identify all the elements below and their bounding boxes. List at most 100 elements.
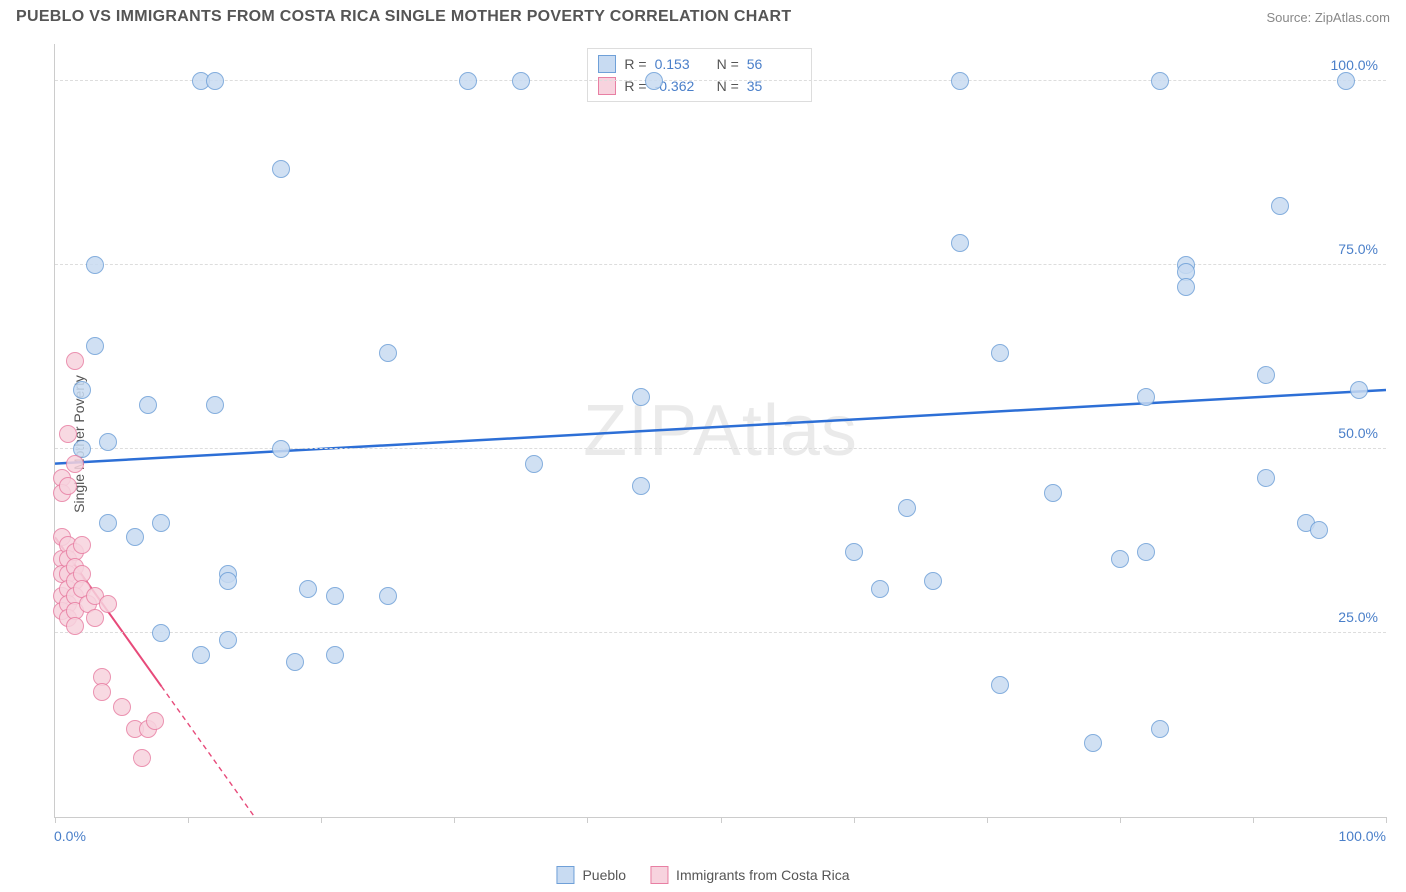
scatter-point (66, 352, 84, 370)
legend-item: Immigrants from Costa Rica (650, 866, 849, 884)
scatter-point (525, 455, 543, 473)
scatter-point (133, 749, 151, 767)
scatter-point (99, 595, 117, 613)
scatter-point (59, 477, 77, 495)
scatter-point (139, 396, 157, 414)
scatter-point (152, 624, 170, 642)
scatter-point (1111, 550, 1129, 568)
scatter-point (219, 572, 237, 590)
x-tick (854, 817, 855, 823)
scatter-point (93, 683, 111, 701)
scatter-point (286, 653, 304, 671)
chart-area: Single Mother Poverty ZIPAtlas R =0.153N… (16, 36, 1390, 852)
scatter-point (1137, 388, 1155, 406)
scatter-point (299, 580, 317, 598)
scatter-point (1257, 469, 1275, 487)
scatter-point (991, 344, 1009, 362)
scatter-point (645, 72, 663, 90)
scatter-point (951, 234, 969, 252)
scatter-point (1271, 197, 1289, 215)
r-label: R = (624, 56, 646, 72)
x-tick (721, 817, 722, 823)
scatter-point (86, 337, 104, 355)
scatter-point (1177, 278, 1195, 296)
scatter-point (512, 72, 530, 90)
scatter-point (1044, 484, 1062, 502)
y-tick-label: 100.0% (1329, 57, 1380, 73)
scatter-point (66, 617, 84, 635)
scatter-point (1084, 734, 1102, 752)
watermark: ZIPAtlas (583, 390, 858, 472)
source-attribution: Source: ZipAtlas.com (1266, 10, 1390, 25)
x-tick (987, 817, 988, 823)
legend-swatch (556, 866, 574, 884)
chart-header: PUEBLO VS IMMIGRANTS FROM COSTA RICA SIN… (0, 0, 1406, 30)
regression-lines (55, 44, 1386, 817)
legend-label: Immigrants from Costa Rica (676, 867, 849, 883)
plot-area: ZIPAtlas R =0.153N =56R =-0.362N =35 25.… (54, 44, 1386, 818)
gridline-h (55, 448, 1386, 449)
scatter-point (1137, 543, 1155, 561)
source-prefix: Source: (1266, 10, 1314, 25)
x-tick (1120, 817, 1121, 823)
x-axis-max-label: 100.0% (1339, 828, 1386, 844)
scatter-point (1310, 521, 1328, 539)
scatter-point (59, 425, 77, 443)
scatter-point (99, 514, 117, 532)
scatter-point (1151, 720, 1169, 738)
x-tick (188, 817, 189, 823)
legend-swatch (650, 866, 668, 884)
legend-label: Pueblo (582, 867, 626, 883)
x-tick (1386, 817, 1387, 823)
scatter-point (951, 72, 969, 90)
scatter-point (632, 388, 650, 406)
scatter-point (991, 676, 1009, 694)
scatter-point (73, 536, 91, 554)
x-tick (321, 817, 322, 823)
scatter-point (924, 572, 942, 590)
scatter-point (219, 631, 237, 649)
scatter-point (326, 587, 344, 605)
y-tick-label: 50.0% (1336, 425, 1380, 441)
x-tick (1253, 817, 1254, 823)
scatter-point (326, 646, 344, 664)
stats-legend: R =0.153N =56R =-0.362N =35 (587, 48, 811, 102)
source-name: ZipAtlas.com (1315, 10, 1390, 25)
r-value: 0.153 (655, 56, 709, 72)
gridline-h (55, 632, 1386, 633)
scatter-point (1151, 72, 1169, 90)
scatter-point (272, 160, 290, 178)
scatter-point (272, 440, 290, 458)
scatter-point (113, 698, 131, 716)
stats-legend-row: R =-0.362N =35 (598, 75, 800, 97)
scatter-point (871, 580, 889, 598)
scatter-point (206, 396, 224, 414)
scatter-point (1257, 366, 1275, 384)
scatter-point (99, 433, 117, 451)
scatter-point (206, 72, 224, 90)
x-tick (587, 817, 588, 823)
scatter-point (1337, 72, 1355, 90)
scatter-point (73, 381, 91, 399)
stats-legend-row: R =0.153N =56 (598, 53, 800, 75)
n-value: 56 (747, 56, 801, 72)
scatter-point (146, 712, 164, 730)
scatter-point (845, 543, 863, 561)
x-tick (454, 817, 455, 823)
scatter-point (66, 455, 84, 473)
gridline-h (55, 80, 1386, 81)
scatter-point (86, 256, 104, 274)
x-tick (55, 817, 56, 823)
scatter-point (632, 477, 650, 495)
scatter-point (152, 514, 170, 532)
scatter-point (379, 587, 397, 605)
y-tick-label: 75.0% (1336, 241, 1380, 257)
y-tick-label: 25.0% (1336, 609, 1380, 625)
scatter-point (459, 72, 477, 90)
legend-item: Pueblo (556, 866, 626, 884)
scatter-point (86, 609, 104, 627)
series-legend: Pueblo Immigrants from Costa Rica (556, 866, 849, 884)
x-axis-min-label: 0.0% (54, 828, 86, 844)
scatter-point (192, 646, 210, 664)
scatter-point (379, 344, 397, 362)
